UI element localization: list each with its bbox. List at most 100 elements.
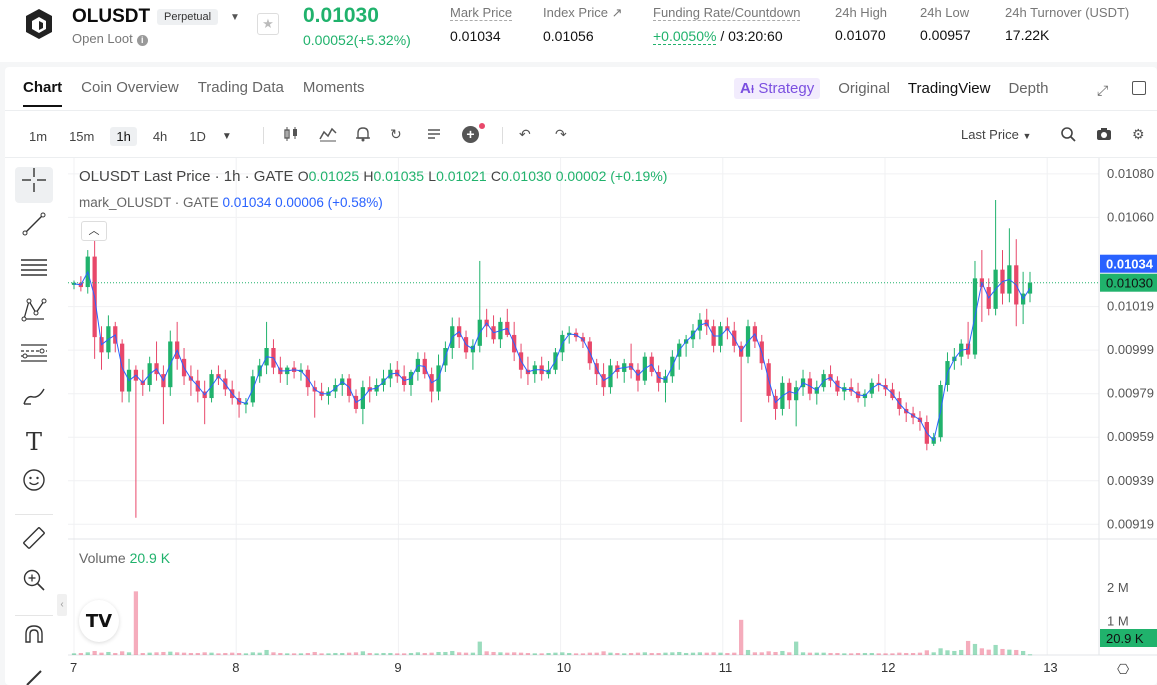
tab-tradingview[interactable]: TradingView [907,80,991,97]
collapse-toolbar-icon[interactable]: ‹ [57,594,67,616]
price-change: 0.00052(+5.32%) [303,32,411,48]
candle-body [71,282,77,285]
volume-bar [457,652,462,655]
volume-bar [663,652,668,655]
volume-bar [718,652,723,655]
tab-chart[interactable]: Chart [23,79,62,107]
trend-line-icon[interactable] [15,211,53,247]
strategy-button[interactable]: Aᵻ Strategy [734,78,821,99]
indicators-icon[interactable] [319,126,337,145]
mark-value: 0.01034 0.00006 (+0.58%) [222,195,383,210]
x-tick-label: 9 [394,660,401,675]
text-tool-icon[interactable]: T [25,428,42,456]
tab-moments[interactable]: Moments [302,79,365,96]
stat-label[interactable]: Mark Price [450,5,513,21]
volume-bar [264,649,269,655]
interval-4h[interactable]: 4h [152,129,168,144]
crosshair-icon[interactable] [15,167,53,203]
volume-bar [333,652,338,655]
volume-bar [938,648,943,655]
volume-bar [972,643,978,655]
candle-type-icon[interactable] [283,126,299,145]
expand-icon[interactable]: ⤢ [1097,82,1109,98]
camera-icon[interactable] [1096,126,1112,145]
volume-bar [587,652,592,655]
window-icon[interactable] [1132,81,1146,95]
horizontal-lines-icon[interactable] [15,254,53,290]
stat-label: 24h Low [920,5,970,20]
candlestick-chart[interactable]: 7 8 9 10 11 12 13 0.01080 0.01060 0.01019 0.00999 0… [68,158,1157,685]
y-tick-label: 0.01060 [1107,209,1154,224]
templates-icon[interactable] [426,126,442,145]
chart-settings-icon[interactable]: ⎔ [1117,661,1130,677]
search-icon[interactable] [1060,126,1076,145]
replay-icon[interactable]: ↻ [390,126,402,142]
volume-bar [360,651,365,655]
interval-1d[interactable]: 1D [189,129,206,144]
zoom-in-icon[interactable] [15,567,53,603]
volume-bar [656,652,661,655]
contract-type-badge: Perpetual [157,9,219,25]
volume-bar [126,652,132,655]
stat-label[interactable]: Index Price ↗ [543,5,623,20]
fib-retracement-icon[interactable] [15,340,53,376]
close-value: 0.01030 [500,168,552,184]
collapse-legend-icon[interactable]: ︿ [81,221,107,241]
brush-icon[interactable] [15,383,53,419]
funding-rate-value[interactable]: +0.0050% [653,28,717,45]
pencil-icon[interactable] [15,665,53,685]
y-tick-label: 0.00919 [1107,516,1154,531]
volume-bar [890,653,895,655]
tradingview-logo[interactable]: 𝗧𝗩 [79,600,119,642]
volume-bar [560,652,565,655]
symbol-title[interactable]: OLUSDT [72,6,151,27]
magnet-icon[interactable] [15,622,53,658]
tab-trading-data[interactable]: Trading Data [197,79,284,96]
add-indicator-icon[interactable]: + [462,123,485,143]
stat-value: 0.01034 [450,28,501,44]
tab-coin-overview[interactable]: Coin Overview [81,79,179,96]
mark-price-label: 0.01034 [1106,257,1154,272]
stat-index-price: Index Price ↗ 0.01056 [543,5,623,44]
stat-24h-high: 24h High 0.01070 [835,5,887,43]
interval-1h[interactable]: 1h [110,127,137,146]
stat-label[interactable]: Funding Rate/Countdown [653,5,801,21]
stat-value: 17.22K [1005,27,1050,43]
volume-bar [285,653,290,655]
ruler-icon[interactable] [15,525,53,561]
chevron-down-icon[interactable]: ▼ [230,12,240,23]
redo-icon[interactable]: ↷ [555,126,567,142]
info-icon[interactable]: i [136,35,148,46]
volume-bar [271,652,276,655]
volume-bar [133,591,139,655]
emoji-icon[interactable] [15,467,53,503]
pattern-icon[interactable] [15,297,53,333]
external-link-icon[interactable]: ↗ [611,5,623,20]
settings-gear-icon[interactable]: ⚙ [1132,126,1145,142]
interval-1m[interactable]: 1m [29,129,48,144]
stat-24h-turnover: 24h Turnover (USDT) 17.22K [1005,5,1129,43]
volume-bar [477,641,482,655]
mark-legend: mark_OLUSDT · GATE 0.01034 0.00006 (+0.5… [79,195,383,210]
tab-original[interactable]: Original [838,80,890,97]
last-price: 0.01030 [303,4,379,27]
price-type-select[interactable]: Last Price ▼ [961,127,1032,142]
interval-dropdown-icon[interactable]: ▼ [221,131,232,142]
stat-funding-rate: Funding Rate/Countdown +0.0050% / 03:20:… [653,5,801,45]
interval-15m[interactable]: 15m [69,129,95,144]
volume-bar [876,653,881,655]
volume-bar [78,652,84,655]
volume-bar [979,648,984,655]
volume-bar [236,652,242,655]
volume-bar [711,652,716,655]
volume-bar [807,652,813,655]
volume-bar [986,649,991,655]
alert-bell-icon[interactable] [355,126,371,145]
volume-bar [628,652,634,655]
favorite-star-icon[interactable]: ★ [257,13,279,35]
volume-bar [99,652,104,655]
volume-bar [910,652,916,655]
tab-depth[interactable]: Depth [1008,80,1049,97]
undo-icon[interactable]: ↶ [519,126,531,142]
volume-bar [855,652,861,655]
